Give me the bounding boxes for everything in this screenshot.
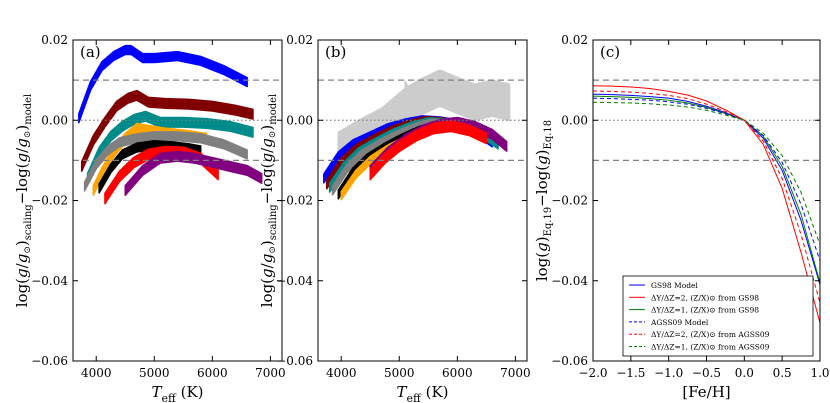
y-axis-title: log(g/g⊙)scaling−log(g/g⊙)model <box>13 94 34 308</box>
band-light-gray-spike <box>404 80 412 108</box>
x-tick-label: 7000 <box>255 366 286 380</box>
y-tick-label: 0.02 <box>286 33 313 47</box>
x-tick-label: −1.0 <box>654 366 683 380</box>
plot-area <box>73 44 282 205</box>
y-tick-label: −0.06 <box>276 354 313 368</box>
band-purple <box>124 150 263 197</box>
legend-entry: ΔY/ΔZ=1, (Z/X)⊙ from GS98 <box>651 306 759 315</box>
series-line-1 <box>593 85 820 324</box>
panel-label: (c) <box>600 43 620 61</box>
legend-entry: AGSS09 Model <box>650 318 709 327</box>
x-tick-label: 0.0 <box>735 366 754 380</box>
panel-c: −0.06 −0.04 −0.02 0.00 0.02 −2.0 −1.5 −1.0 −0.5 0… <box>533 33 830 401</box>
x-tick-label: −2.0 <box>578 366 607 380</box>
series-line-2 <box>593 95 820 283</box>
y-tick-label: 0.02 <box>561 33 588 47</box>
legend-box <box>622 275 814 357</box>
band-blue <box>78 44 248 124</box>
series-line-5 <box>593 101 820 245</box>
legend-entry: GS98 Model <box>651 281 698 290</box>
x-tick-label: 4000 <box>326 366 357 380</box>
x-tick-label: 0.5 <box>773 366 792 380</box>
band-teal <box>86 110 254 184</box>
series-line-0 <box>593 93 820 285</box>
band-gray <box>83 131 248 192</box>
y-tick-label: −0.06 <box>31 354 68 368</box>
band-red <box>369 120 488 181</box>
legend-entry: ΔY/ΔZ=2, (Z/X)⊙ from AGSS09 <box>651 330 770 339</box>
y-tick-label: 0.02 <box>41 33 68 47</box>
series-line-4 <box>593 90 820 303</box>
y-tick-label: −0.04 <box>276 274 313 288</box>
panel-a: −0.06 −0.04 −0.02 0.00 0.02 4000 5000 6000 7000 (… <box>13 33 286 403</box>
x-tick-label: −0.5 <box>692 366 721 380</box>
x-tick-label: 6000 <box>442 366 473 380</box>
y-tick-label: 0.00 <box>561 113 588 127</box>
panel-label: (a) <box>80 43 101 61</box>
series-line-3 <box>593 97 820 261</box>
y-tick-label: 0.00 <box>286 113 313 127</box>
band-dark-red <box>80 89 254 172</box>
plot-area <box>593 79 820 324</box>
legend: GS98 Model ΔY/ΔZ=2, (Z/X)⊙ from GS98 ΔY/ΔZ… <box>622 275 814 357</box>
y-tick-label: −0.02 <box>276 194 313 208</box>
x-tick-label: 6000 <box>197 366 228 380</box>
y-tick-label: 0.00 <box>41 113 68 127</box>
y-tick-label: −0.04 <box>551 274 588 288</box>
y-axis-title: log(g/g⊙)scaling−log(g/g⊙)model <box>258 94 279 308</box>
panel-b: −0.06 −0.04 −0.02 0.00 0.02 4000 5000 6000 7000 (… <box>258 33 531 403</box>
x-axis-title: [Fe/H] <box>682 383 730 401</box>
x-tick-label: 5000 <box>384 366 415 380</box>
y-tick-label: −0.04 <box>31 274 68 288</box>
y-tick-label: −0.02 <box>31 194 68 208</box>
y-tick-label: −0.06 <box>551 354 588 368</box>
legend-entry: ΔY/ΔZ=2, (Z/X)⊙ from GS98 <box>651 293 759 302</box>
panel-label: (b) <box>325 43 346 61</box>
y-axis-title: log(g)Eq.19−log(g)Eq.18 <box>533 120 554 281</box>
x-axis-title: Teff (K) <box>151 383 203 403</box>
x-axis-title: Teff (K) <box>396 383 448 403</box>
x-tick-label: 5000 <box>139 366 170 380</box>
plot-area <box>318 69 527 201</box>
y-tick-label: −0.02 <box>551 194 588 208</box>
x-tick-label: 7000 <box>500 366 531 380</box>
x-tick-label: −1.5 <box>616 366 645 380</box>
x-tick-label: 1.0 <box>810 366 829 380</box>
x-tick-label: 4000 <box>81 366 112 380</box>
legend-entry: ΔY/ΔZ=1, (Z/X)⊙ from AGSS09 <box>651 343 770 352</box>
